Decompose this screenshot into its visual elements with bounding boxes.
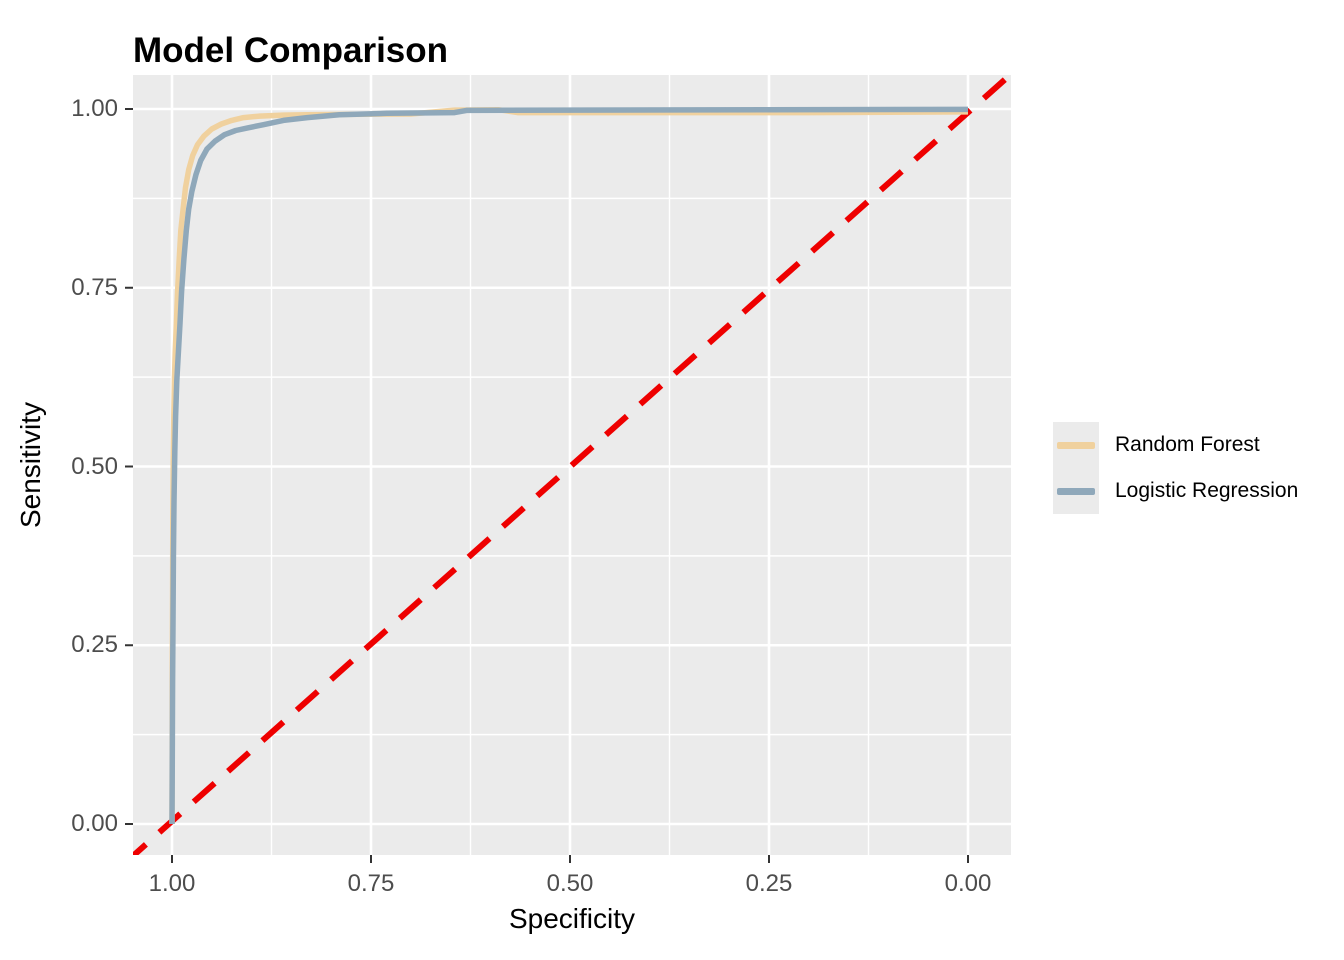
y-tick-label: 0.25 (71, 631, 118, 659)
legend-label: Random Forest (1115, 433, 1260, 456)
y-tick-label: 0.00 (71, 810, 118, 837)
roc-curve-logistic-regression (169, 106, 969, 825)
legend-key-swatch (1053, 468, 1099, 514)
legend-key-line (1057, 487, 1095, 495)
y-tick-label: 0.75 (71, 273, 118, 301)
legend-key-line (1057, 441, 1095, 449)
legend-label: Logistic Regression (1115, 479, 1299, 502)
chance-diagonal-line (133, 75, 1011, 855)
x-tick-label: 0.00 (944, 870, 992, 897)
legend-item-random-forest: Random Forest (1053, 422, 1298, 468)
y-tick-label: 0.50 (71, 452, 118, 480)
x-tick-label: 0.50 (546, 870, 594, 897)
x-tick-label: 0.75 (347, 870, 395, 897)
legend-key-swatch (1053, 422, 1099, 468)
x-tick-label: 1.00 (148, 870, 196, 897)
x-axis-title: Specificity (508, 903, 636, 934)
y-axis-title: Sensitivity (15, 401, 46, 529)
page-title: Model Comparison (133, 31, 449, 71)
y-tick-label: 1.00 (71, 95, 118, 122)
x-tick-label: 0.25 (745, 870, 793, 897)
legend: Random Forest Logistic Regression (1053, 422, 1298, 514)
legend-item-logistic-regression: Logistic Regression (1053, 468, 1298, 514)
